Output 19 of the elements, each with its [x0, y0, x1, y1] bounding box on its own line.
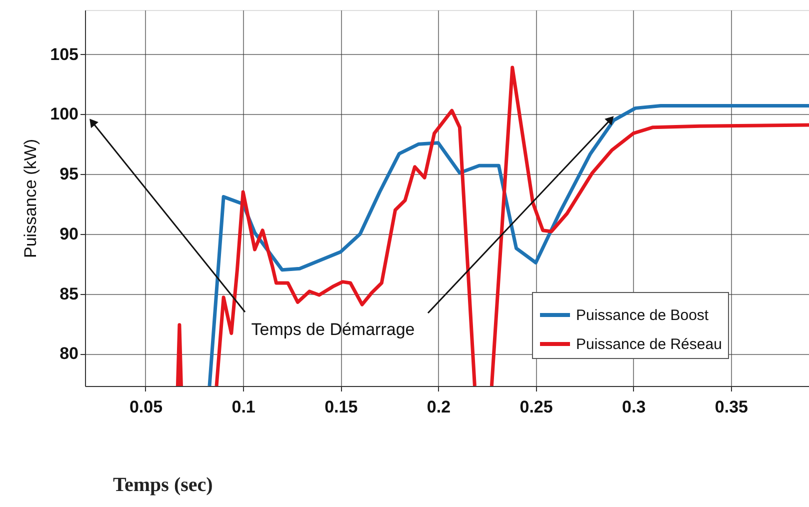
x-tick-label: 0.3: [622, 398, 646, 416]
y-tick-label: 90: [60, 224, 78, 244]
y-tick-label: 80: [60, 344, 78, 364]
x-tick-label: 0.05: [129, 398, 163, 416]
x-tick-label: 0.35: [714, 398, 748, 416]
x-tick-label: 0.15: [324, 398, 358, 416]
y-tick-label: 95: [60, 164, 78, 184]
legend-label: Puissance de Boost: [576, 307, 710, 324]
x-axis-title: Temps (sec): [113, 474, 213, 496]
legend-label: Puissance de Réseau: [576, 336, 722, 353]
y-tick-label: 85: [60, 284, 78, 304]
x-tick-label: 0.2: [426, 398, 451, 416]
y-tick-label: 100: [50, 104, 78, 124]
x-tick-label: 0.1: [232, 398, 256, 416]
x-tick-label: 0.25: [520, 398, 553, 416]
line-series: [208, 104, 809, 386]
annotation: Temps de Démarrage: [251, 320, 415, 339]
y-tick-label: 105: [50, 44, 78, 64]
y-axis-title: Puissance (kW): [21, 138, 40, 258]
